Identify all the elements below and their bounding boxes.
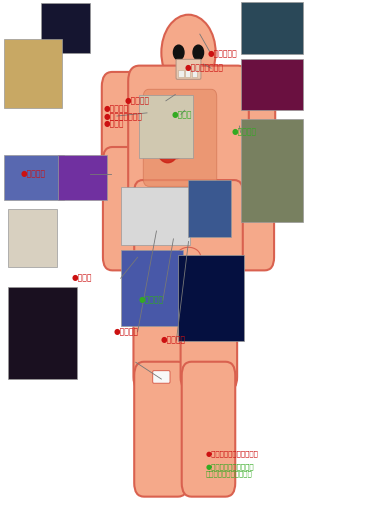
Bar: [8, 287, 77, 379]
FancyBboxPatch shape: [128, 66, 249, 213]
Text: ●一時的に体の外部で、
臓器の機能を補うもの。: ●一時的に体の外部で、 臓器の機能を補うもの。: [205, 463, 254, 477]
Ellipse shape: [172, 211, 205, 235]
Ellipse shape: [176, 247, 201, 267]
Bar: [8, 209, 57, 267]
Bar: [241, 2, 303, 54]
Text: ●人工心臓: ●人工心臓: [104, 104, 129, 114]
Bar: [192, 70, 197, 77]
Circle shape: [193, 45, 204, 60]
Bar: [121, 250, 183, 326]
Bar: [185, 70, 190, 77]
Bar: [175, 63, 202, 84]
Text: ●体の中に埋め込むもの。: ●体の中に埋め込むもの。: [205, 451, 258, 457]
Bar: [178, 255, 244, 341]
FancyBboxPatch shape: [230, 147, 274, 270]
Text: ●炉内レンズ: ●炉内レンズ: [207, 49, 237, 59]
Circle shape: [173, 45, 184, 60]
Bar: [188, 180, 231, 237]
FancyBboxPatch shape: [143, 89, 217, 186]
FancyBboxPatch shape: [102, 72, 152, 177]
Text: ●人工血管: ●人工血管: [124, 96, 150, 106]
FancyBboxPatch shape: [134, 180, 243, 298]
FancyBboxPatch shape: [225, 72, 275, 177]
Text: ●人工内耳・中耳: ●人工内耳・中耳: [185, 64, 224, 73]
FancyBboxPatch shape: [176, 59, 201, 79]
Bar: [4, 155, 64, 200]
Bar: [121, 187, 190, 245]
Text: ●人工肺: ●人工肺: [172, 110, 192, 119]
FancyBboxPatch shape: [134, 362, 188, 497]
Text: ●人工骨: ●人工骨: [72, 274, 92, 283]
Bar: [139, 94, 193, 158]
Text: ●ペースメーカー: ●ペースメーカー: [104, 112, 143, 121]
Bar: [178, 70, 184, 77]
Text: ●人工弁: ●人工弁: [104, 119, 124, 129]
Bar: [4, 39, 62, 108]
Text: ●人工膚臓: ●人工膚臓: [139, 296, 164, 305]
Text: ●人工皮膚: ●人工皮膚: [231, 128, 257, 137]
Bar: [41, 3, 90, 52]
Text: ●人工肝臓: ●人工肝臓: [113, 327, 138, 337]
Text: ●人工腎臓: ●人工腎臓: [160, 335, 185, 345]
Bar: [241, 59, 303, 110]
FancyBboxPatch shape: [103, 147, 147, 270]
FancyBboxPatch shape: [133, 270, 190, 391]
Circle shape: [156, 131, 179, 163]
FancyBboxPatch shape: [181, 270, 237, 391]
Circle shape: [161, 15, 216, 90]
FancyBboxPatch shape: [153, 371, 170, 383]
Circle shape: [168, 135, 185, 159]
Bar: [241, 119, 303, 222]
Bar: [58, 155, 107, 200]
FancyBboxPatch shape: [182, 362, 235, 497]
Text: ●人工神経: ●人工神経: [21, 170, 46, 179]
